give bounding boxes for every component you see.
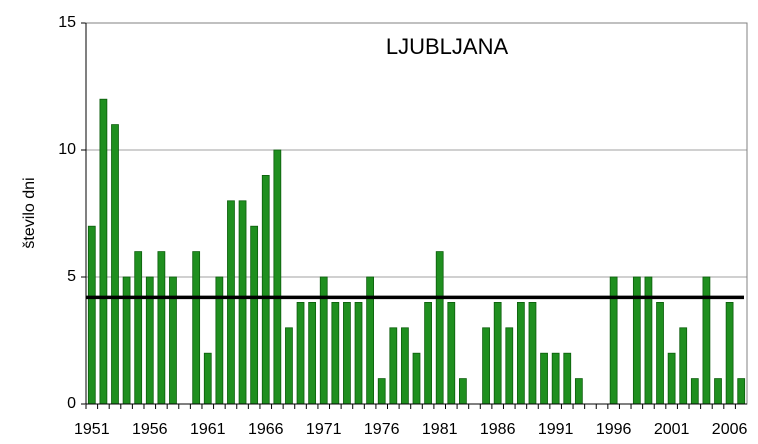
y-tick-label: 0 — [67, 395, 76, 412]
x-tick-label: 2001 — [654, 421, 690, 438]
bar — [528, 301, 537, 405]
bar — [192, 251, 201, 405]
bar — [111, 124, 119, 405]
x-tick-label: 1956 — [132, 421, 168, 438]
bar — [377, 378, 386, 405]
x-tick-label: 2006 — [712, 421, 748, 438]
bar — [401, 327, 409, 405]
bar — [459, 378, 467, 405]
y-tick-label: 10 — [58, 141, 76, 158]
bar — [690, 378, 699, 405]
bar — [505, 327, 514, 405]
bar — [725, 301, 734, 405]
bar — [343, 301, 351, 405]
bar — [516, 301, 525, 405]
bar — [667, 352, 676, 405]
bar — [493, 301, 502, 405]
bar — [273, 149, 282, 405]
bar — [227, 200, 235, 405]
bar — [551, 352, 560, 405]
bar — [157, 251, 166, 405]
chart-title: LJUBLJANA — [386, 34, 509, 59]
x-tick-label: 1981 — [422, 421, 458, 438]
y-tick-label: 5 — [67, 268, 76, 285]
x-tick-label: 1971 — [306, 421, 342, 438]
x-tick-label: 1996 — [596, 421, 632, 438]
bar — [435, 251, 444, 405]
bar — [482, 327, 490, 405]
bar — [737, 378, 746, 405]
bar — [203, 352, 212, 405]
x-tick-label: 1951 — [74, 421, 110, 438]
bar — [238, 200, 247, 405]
bar — [424, 301, 432, 405]
bar — [574, 378, 583, 405]
bar — [540, 352, 548, 405]
bar — [679, 327, 688, 405]
x-tick-label: 1966 — [248, 421, 284, 438]
bar — [87, 225, 96, 405]
bar — [354, 301, 363, 405]
bar — [261, 174, 270, 405]
x-tick-label: 1976 — [364, 421, 400, 438]
bar — [331, 301, 340, 405]
bar — [389, 327, 398, 405]
bar — [285, 327, 293, 405]
x-tick-label: 1991 — [538, 421, 574, 438]
bar — [714, 378, 722, 405]
bar — [656, 301, 664, 405]
y-tick-label: 15 — [58, 14, 76, 31]
bar — [134, 251, 143, 405]
bar — [99, 98, 108, 405]
x-tick-label: 1961 — [190, 421, 226, 438]
bar — [563, 352, 572, 405]
bar — [296, 301, 305, 405]
y-axis-label: število dni — [21, 177, 38, 248]
bar — [308, 301, 317, 405]
bar — [447, 301, 456, 405]
bar — [250, 225, 259, 405]
x-tick-label: 1986 — [480, 421, 516, 438]
bar — [412, 352, 421, 405]
